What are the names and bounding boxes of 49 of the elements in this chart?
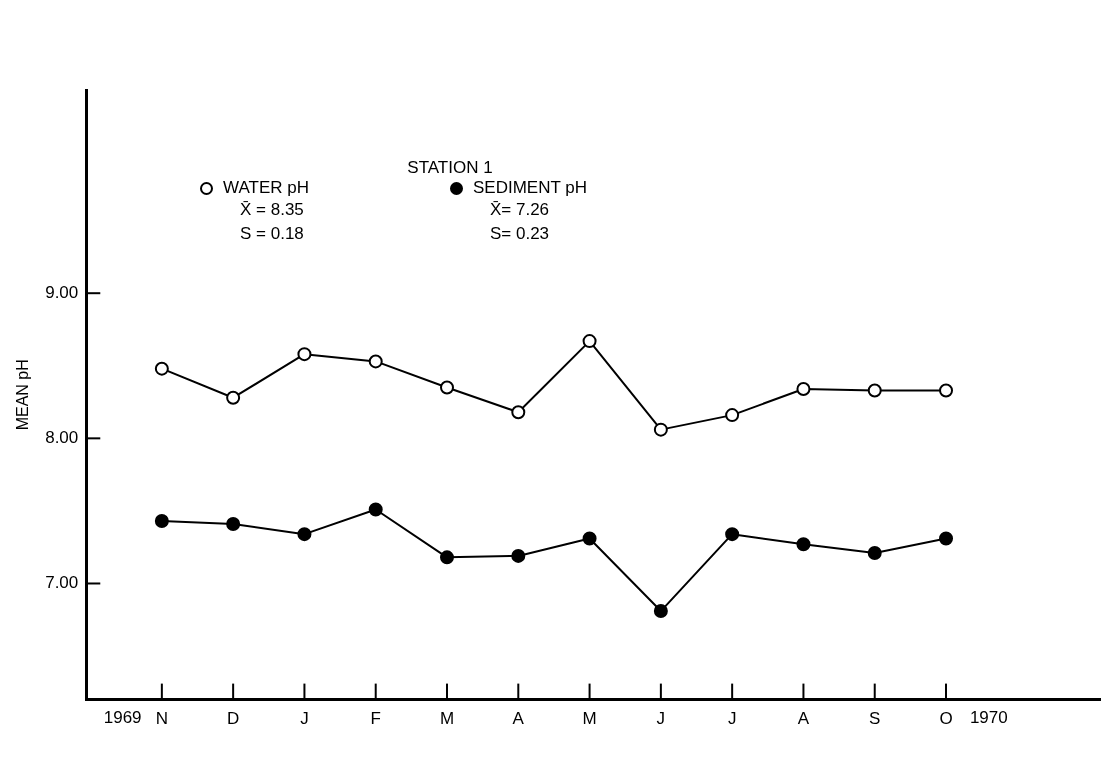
y-tick-label: 8.00 [45,428,79,448]
point [297,527,312,542]
point [796,537,811,552]
x-tick-label: O [939,709,953,729]
point [939,383,954,398]
x-tick-label: A [512,709,525,729]
point [939,531,954,546]
point [511,405,526,420]
point [582,531,597,546]
x-tick-label: S [869,709,881,729]
point [653,604,668,619]
point [440,550,454,565]
point [368,502,383,517]
y-tick-label: 9.00 [45,282,79,302]
point [796,381,811,396]
point [867,546,882,561]
point [297,347,312,362]
x-tick-label: J [727,709,737,729]
point [440,380,454,395]
x-tick-label: M [439,709,455,729]
text: 1969 [103,707,142,727]
point [226,390,241,405]
x-tick-label: F [370,709,381,729]
point [867,383,882,398]
x-tick-label: J [656,709,666,729]
point [725,527,740,542]
y-tick-label: 7.00 [45,573,79,593]
point [725,408,740,423]
legend-label: SEDIMENT pH [473,178,587,198]
annotation: S= 0.23 [489,223,551,245]
point [154,361,169,376]
point [653,422,668,437]
x-tick-label: D [227,709,240,729]
x-tick-label: M [582,709,597,729]
point [511,548,526,563]
text: 1970 [969,707,1008,727]
x-tick-label: A [797,709,810,729]
annotation: X̄= 7.26 [489,199,551,221]
text: STATION 1 [406,158,494,178]
x-tick-label: N [155,709,168,729]
y-axis-title: MEAN pH [14,359,32,431]
legend-label: WATER pH [223,178,309,198]
annotation: X̄ = 8.35 [239,199,305,221]
annotation: S = 0.18 [239,223,305,245]
point [154,514,169,529]
x-tick-label: J [300,709,309,729]
point [582,334,597,349]
point [226,516,241,531]
point [368,354,383,369]
